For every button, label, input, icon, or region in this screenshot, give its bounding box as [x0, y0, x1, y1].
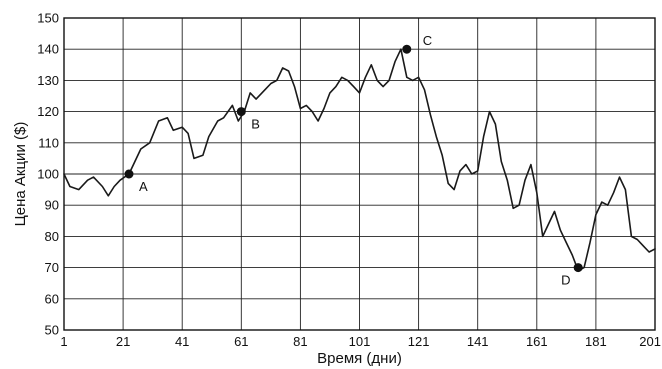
y-tick-label: 50 [45, 323, 59, 338]
point-b-label: B [251, 117, 260, 132]
x-tick-label: 81 [293, 334, 307, 349]
x-tick-label: 101 [349, 334, 371, 349]
y-tick-label: 130 [37, 73, 59, 88]
x-tick-label: 1 [60, 334, 67, 349]
y-tick-label: 140 [37, 42, 59, 57]
y-tick-label: 120 [37, 104, 59, 119]
point-b-marker [236, 107, 246, 117]
point-d-label: D [561, 273, 570, 288]
x-tick-label: 161 [526, 334, 548, 349]
x-tick-labels: 1 21 41 61 81 101 121 141 161 181 201 [60, 334, 661, 349]
y-tick-label: 90 [45, 198, 59, 213]
x-tick-label: 201 [639, 334, 661, 349]
point-c-label: C [423, 33, 432, 48]
y-axis-title: Цена Акции ($) [12, 122, 29, 227]
point-d-marker [573, 263, 583, 273]
x-tick-label: 41 [175, 334, 189, 349]
y-tick-label: 70 [45, 260, 59, 275]
x-tick-label: 141 [467, 334, 489, 349]
x-axis-title: Время (дни) [317, 350, 402, 367]
point-a-marker [124, 169, 134, 179]
x-tick-label: 61 [234, 334, 248, 349]
point-c-marker [402, 44, 412, 54]
y-tick-labels: 50 60 70 80 90 100 110 120 130 140 150 [37, 11, 59, 338]
price-line [63, 48, 656, 272]
y-tick-label: 100 [37, 167, 59, 182]
marked-points: A B C D [124, 33, 583, 288]
y-tick-label: 60 [45, 291, 59, 306]
x-tick-label: 181 [585, 334, 607, 349]
y-tick-label: 110 [38, 135, 59, 150]
y-tick-label: 80 [45, 229, 59, 244]
x-tick-label: 121 [408, 334, 430, 349]
x-tick-label: 21 [116, 334, 130, 349]
y-tick-label: 150 [37, 11, 59, 26]
point-a-label: A [139, 179, 148, 194]
